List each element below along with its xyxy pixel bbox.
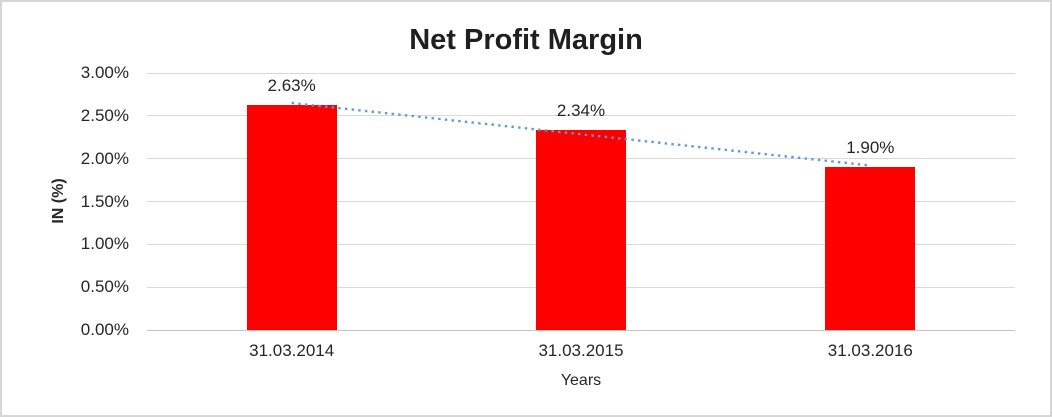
gridline xyxy=(147,72,1015,74)
plot-area: 2.63% 2.34% 1.90% xyxy=(147,72,1015,331)
category-label: 31.03.2015 xyxy=(538,341,624,360)
x-axis-line xyxy=(147,329,1015,331)
y-tick-label: 0.00% xyxy=(80,320,129,339)
y-tick-label: 2.50% xyxy=(80,105,129,125)
y-tick-label: 3.00% xyxy=(80,63,129,82)
x-axis-title: Years xyxy=(560,372,602,389)
y-tick-label: 1.00% xyxy=(80,234,129,254)
bar xyxy=(825,167,916,330)
category-label: 31.03.2016 xyxy=(827,341,913,360)
bar xyxy=(246,104,337,330)
bar-value-label: 1.90% xyxy=(846,138,895,158)
bar-value-label: 2.34% xyxy=(556,100,606,120)
y-tick-label: 0.50% xyxy=(80,277,129,297)
bar xyxy=(536,129,626,330)
category-label: 31.03.2014 xyxy=(249,341,335,360)
y-tick-label: 1.50% xyxy=(80,191,129,211)
y-tick-label: 2.00% xyxy=(80,148,129,168)
chart-title: Net Profit Margin xyxy=(409,24,643,56)
bar-value-label: 2.63% xyxy=(267,75,316,95)
